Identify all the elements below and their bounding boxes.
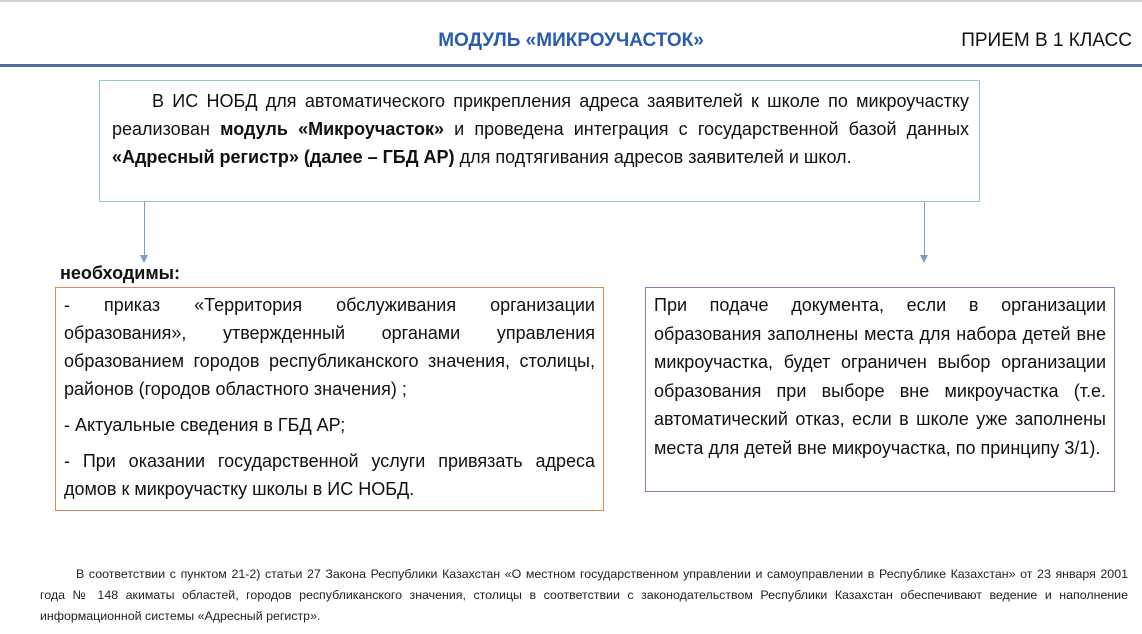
header-rule xyxy=(0,64,1142,67)
intro-box: В ИС НОБД для автоматического прикреплен… xyxy=(99,80,980,202)
requirement-item: - приказ «Территория обслуживания органи… xyxy=(64,295,595,399)
arrow-right-head-icon xyxy=(920,255,928,263)
requirements-box: - приказ «Территория обслуживания органи… xyxy=(55,287,604,511)
requirements-heading: необходимы: xyxy=(60,263,181,283)
intro-bold-registry: «Адресный регистр» (далее – ГБД АР) xyxy=(112,147,455,167)
requirement-item: - Актуальные сведения в ГБД АР; xyxy=(64,415,346,435)
arrow-left xyxy=(144,202,145,257)
page-title: МОДУЛЬ «МИКРОУЧАСТОК» xyxy=(438,30,704,51)
page-subtitle: ПРИЕМ В 1 КЛАСС xyxy=(961,30,1132,51)
requirement-item: - При оказании государственной услуги пр… xyxy=(64,451,595,499)
top-divider xyxy=(0,0,1142,2)
note-box: При подаче документа, если в организации… xyxy=(645,287,1115,492)
intro-bold-module: модуль «Микроучасток» xyxy=(220,119,444,139)
intro-text: В ИС НОБД для автоматического прикреплен… xyxy=(112,91,969,139)
arrow-right xyxy=(924,202,925,257)
intro-text: для подтягивания адресов заявителей и шк… xyxy=(454,147,852,167)
arrow-left-head-icon xyxy=(140,255,148,263)
legal-footnote: В соответствии с пунктом 21-2) статьи 27… xyxy=(40,567,1128,623)
intro-text: и проведена интеграция с государственной… xyxy=(443,119,970,139)
